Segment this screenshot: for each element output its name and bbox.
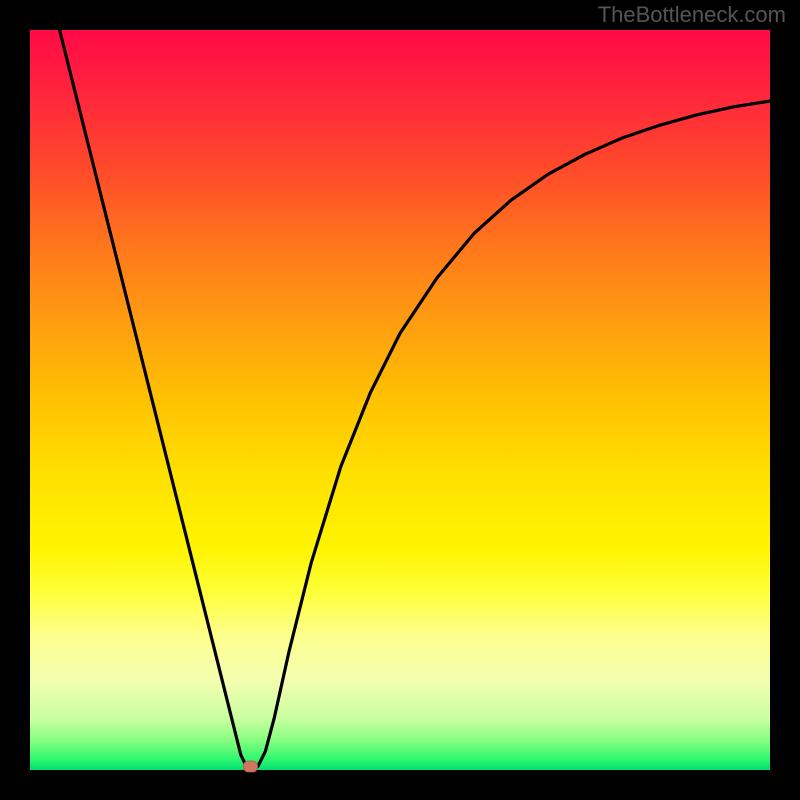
watermark-text: TheBottleneck.com <box>598 2 786 28</box>
chart-container: TheBottleneck.com <box>0 0 800 800</box>
gradient-v-curve-chart <box>0 0 800 800</box>
